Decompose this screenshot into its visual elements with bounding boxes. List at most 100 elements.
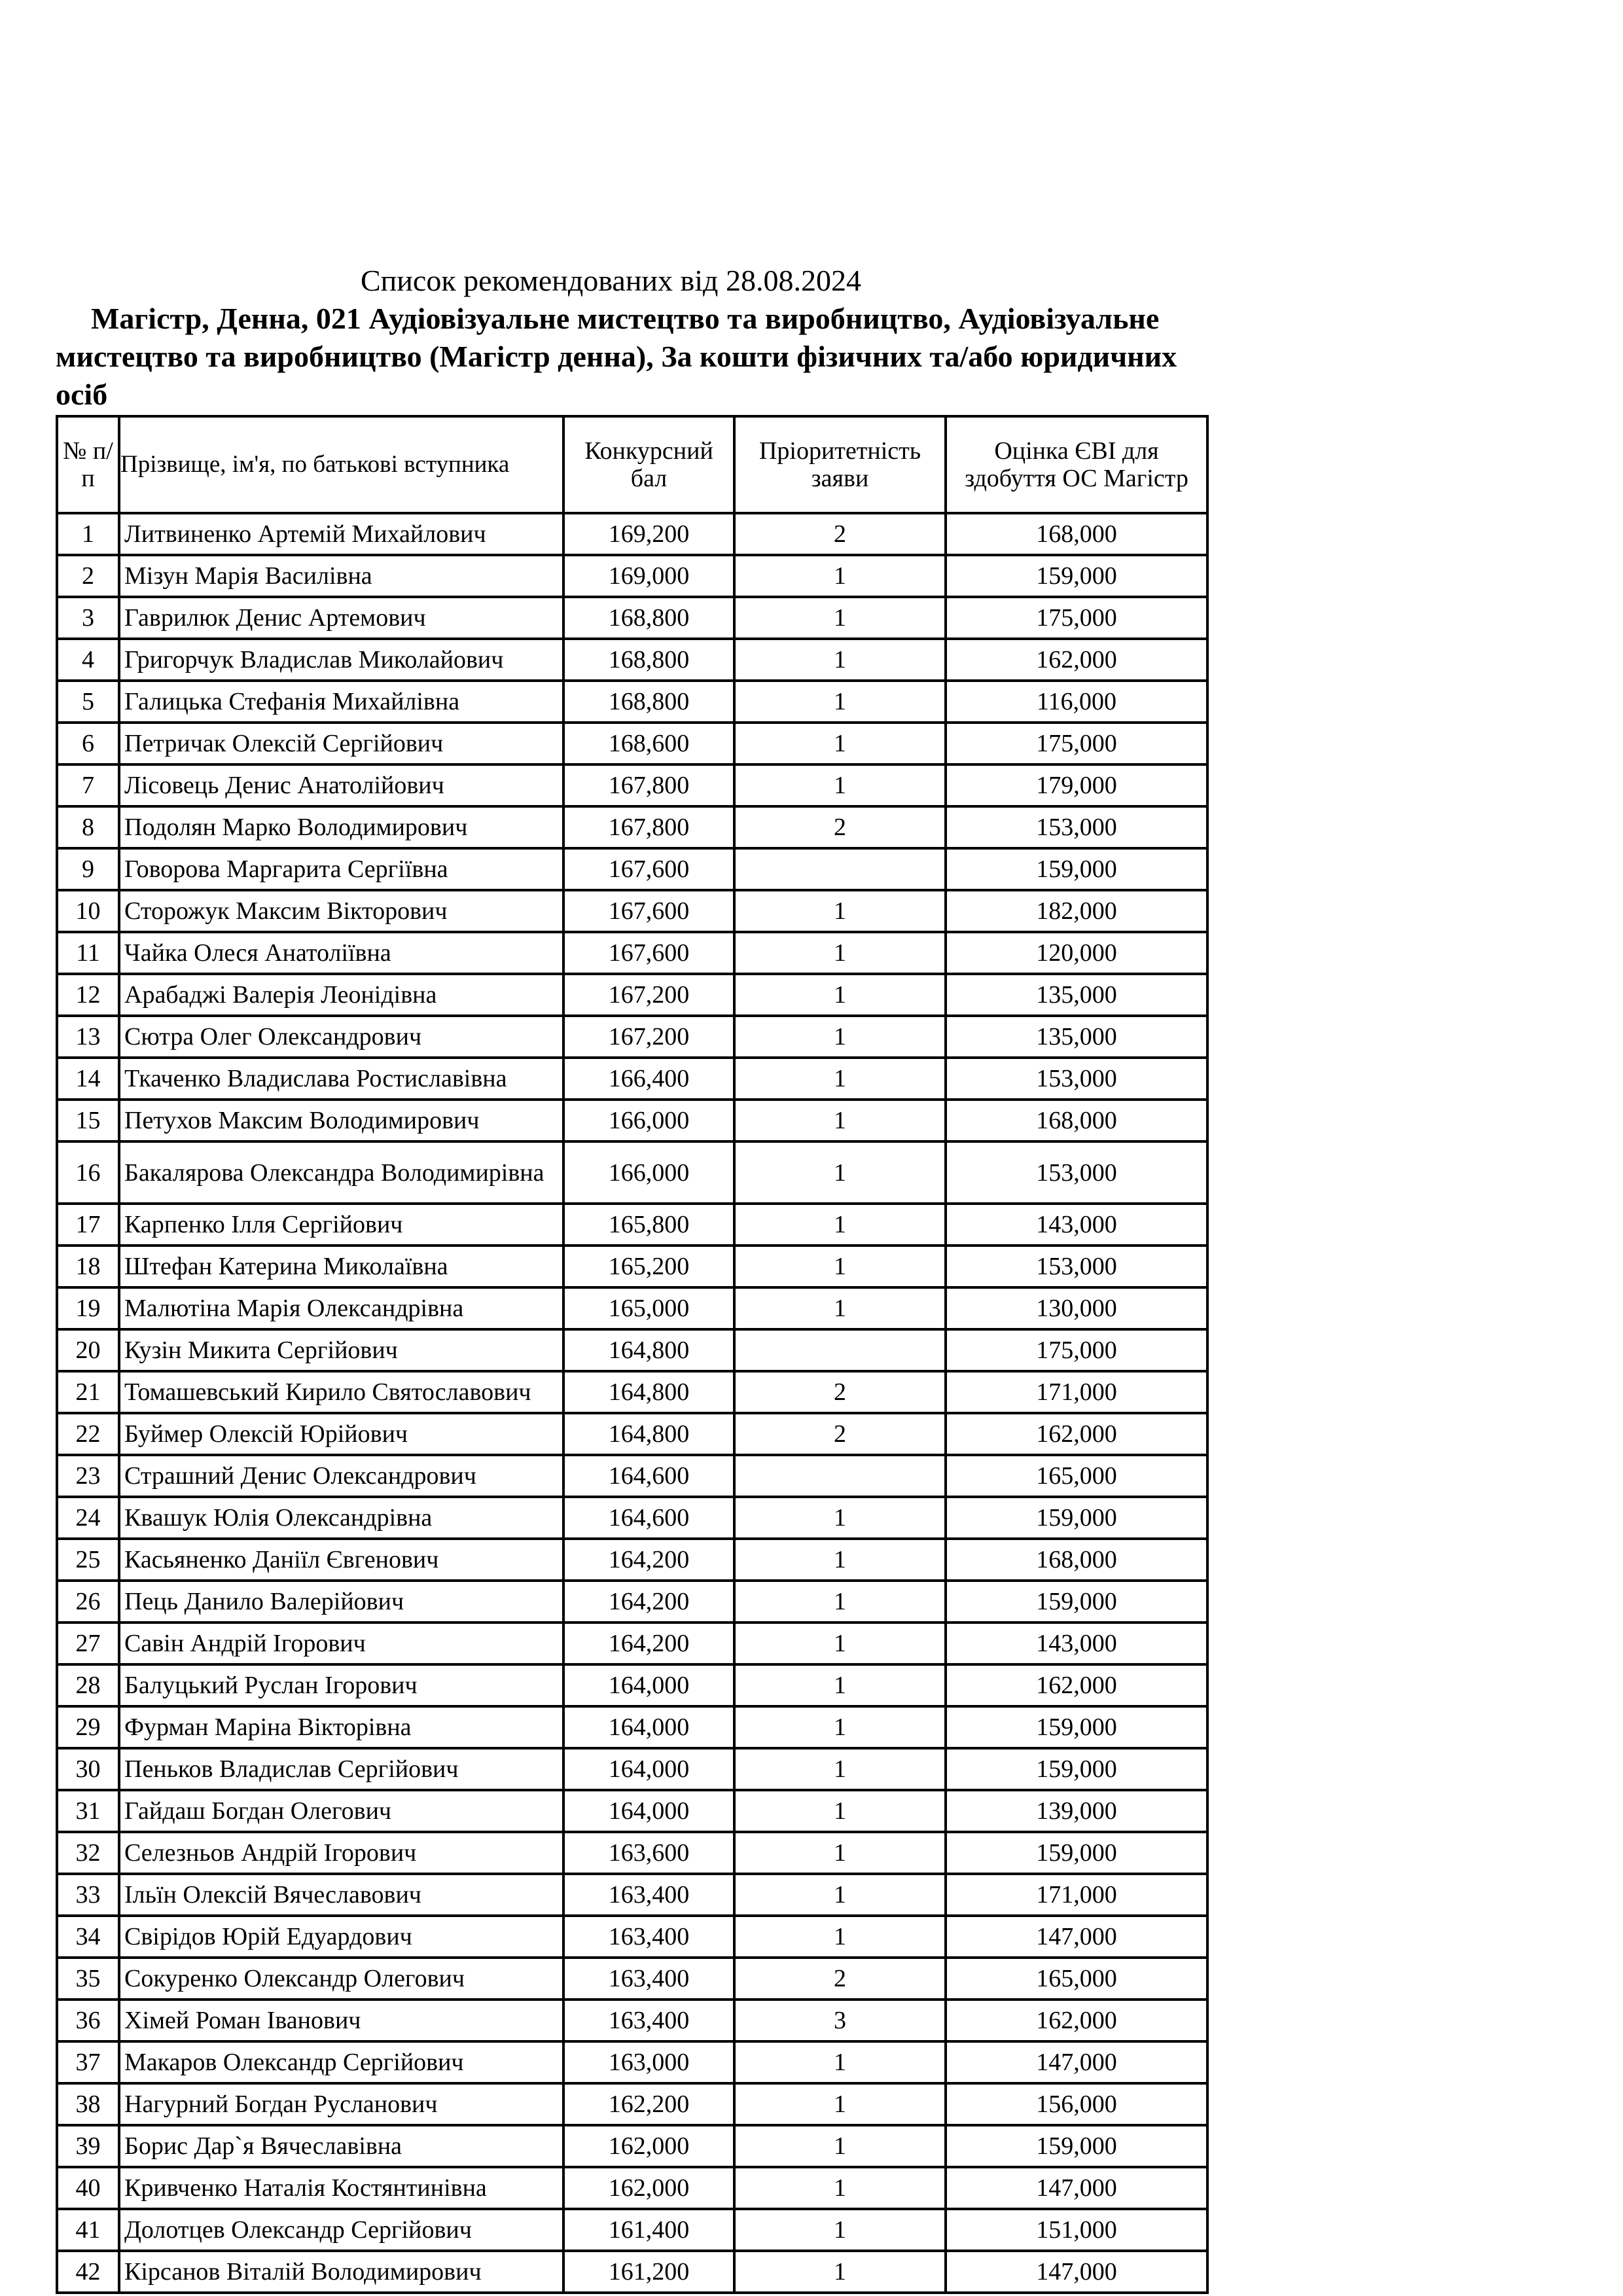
applicant-name: Кривченко Наталія Костянтинівна	[118, 2166, 565, 2210]
row-number: 20	[56, 1328, 120, 1372]
row-number: 13	[56, 1014, 120, 1059]
row-number: 34	[56, 1914, 120, 1959]
evi-score: 175,000	[944, 596, 1209, 640]
competitive-score: 163,600	[562, 1831, 736, 1875]
evi-score: 159,000	[944, 1496, 1209, 1540]
evi-score: 143,000	[944, 1621, 1209, 1666]
applicant-name: Говорова Маргарита Сергіївна	[118, 847, 565, 891]
table-row: 42 Кірсанов Віталій Володимирович 161,200 1…	[56, 2250, 1209, 2294]
evi-score: 159,000	[944, 847, 1209, 891]
evi-score: 165,000	[944, 1956, 1209, 2001]
table-row: 22 Буймер Олексій Юрійович 164,800 2 162,000	[56, 1412, 1209, 1456]
evi-score: 182,000	[944, 889, 1209, 933]
applicant-name: Бакалярова Олександра Володимирівна	[118, 1140, 565, 1205]
competitive-score: 167,600	[562, 931, 736, 975]
table-row: 15 Петухов Максим Володимирович 166,000 1 16…	[56, 1098, 1209, 1143]
row-number: 27	[56, 1621, 120, 1666]
table-row: 14 Ткаченко Владислава Ростиславівна 166,4…	[56, 1056, 1209, 1101]
applicant-name: Свірідов Юрій Едуардович	[118, 1914, 565, 1959]
competitive-score: 167,200	[562, 973, 736, 1017]
applicant-name: Чайка Олеся Анатоліївна	[118, 931, 565, 975]
competitive-score: 165,000	[562, 1286, 736, 1331]
competitive-score: 166,400	[562, 1056, 736, 1101]
application-priority: 1	[733, 763, 947, 808]
table-row: 7 Лісовець Денис Анатолійович 167,800 1 179,…	[56, 763, 1209, 808]
applicant-name: Квашук Юлія Олександрівна	[118, 1496, 565, 1540]
row-number: 15	[56, 1098, 120, 1143]
evi-score: 147,000	[944, 2040, 1209, 2085]
applicant-name: Карпенко Ілля Сергійович	[118, 1202, 565, 1247]
application-priority: 1	[733, 1140, 947, 1205]
table-row: 3 Гаврилюк Денис Артемович 168,800 1 175,000	[56, 596, 1209, 640]
application-priority: 1	[733, 931, 947, 975]
competitive-score: 168,600	[562, 721, 736, 766]
evi-score: 147,000	[944, 2250, 1209, 2294]
competitive-score: 167,600	[562, 847, 736, 891]
row-number: 6	[56, 721, 120, 766]
row-number: 42	[56, 2250, 120, 2294]
application-priority: 1	[733, 1537, 947, 1582]
applicant-name: Томашевський Кирило Святославович	[118, 1370, 565, 1414]
application-priority: 2	[733, 512, 947, 556]
applicant-name: Макаров Олександр Сергійович	[118, 2040, 565, 2085]
table-row: 26 Пець Данило Валерійович 164,200 1 159,000	[56, 1579, 1209, 1624]
evi-score: 153,000	[944, 805, 1209, 850]
header-score: Конкурсний бал	[562, 415, 736, 514]
table-row: 28 Балуцький Руслан Ігорович 164,000 1 162,0…	[56, 1663, 1209, 1708]
application-priority: 2	[733, 1370, 947, 1414]
row-number: 39	[56, 2124, 120, 2168]
row-number: 30	[56, 1747, 120, 1791]
evi-score: 120,000	[944, 931, 1209, 975]
table-row: 13 Сютра Олег Олександрович 167,200 1 135,00…	[56, 1014, 1209, 1059]
header-name: Прізвище, ім'я, по батькові вступника	[118, 415, 565, 514]
application-priority: 1	[733, 679, 947, 724]
applicant-name: Кузін Микита Сергійович	[118, 1328, 565, 1372]
table-row: 41 Долотцев Олександр Сергійович 161,400 1 1…	[56, 2208, 1209, 2252]
evi-score: 168,000	[944, 1537, 1209, 1582]
applicant-name: Лісовець Денис Анатолійович	[118, 763, 565, 808]
competitive-score: 164,800	[562, 1328, 736, 1372]
applicant-name: Литвиненко Артемій Михайлович	[118, 512, 565, 556]
table-row: 11 Чайка Олеся Анатоліївна 167,600 1 120,000	[56, 931, 1209, 975]
competitive-score: 164,200	[562, 1621, 736, 1666]
table-row: 40 Кривченко Наталія Костянтинівна 162,000…	[56, 2166, 1209, 2210]
applicant-name: Ільїн Олексій Вячеславович	[118, 1873, 565, 1917]
table-row: 16 Бакалярова Олександра Володимирівна 166…	[56, 1140, 1209, 1205]
table-row: 35 Сокуренко Олександр Олегович 163,400 2 16…	[56, 1956, 1209, 2001]
competitive-score: 169,200	[562, 512, 736, 556]
competitive-score: 163,400	[562, 1914, 736, 1959]
row-number: 10	[56, 889, 120, 933]
table-row: 34 Свірідов Юрій Едуардович 163,400 1 147,00…	[56, 1914, 1209, 1959]
table-row: 4 Григорчук Владислав Миколайович 168,800 1…	[56, 637, 1209, 682]
applicant-name: Касьяненко Даніїл Євгенович	[118, 1537, 565, 1582]
competitive-score: 164,000	[562, 1789, 736, 1833]
evi-score: 147,000	[944, 2166, 1209, 2210]
competitive-score: 161,400	[562, 2208, 736, 2252]
application-priority	[733, 1454, 947, 1498]
evi-score: 165,000	[944, 1454, 1209, 1498]
competitive-score: 164,600	[562, 1496, 736, 1540]
applicant-name: Сютра Олег Олександрович	[118, 1014, 565, 1059]
table-row: 12 Арабаджі Валерія Леонідівна 167,200 1 135…	[56, 973, 1209, 1017]
evi-score: 175,000	[944, 721, 1209, 766]
applicant-name: Фурман Маріна Вікторівна	[118, 1705, 565, 1749]
row-number: 16	[56, 1140, 120, 1205]
row-number: 1	[56, 512, 120, 556]
evi-score: 139,000	[944, 1789, 1209, 1833]
row-number: 29	[56, 1705, 120, 1749]
application-priority: 1	[733, 1831, 947, 1875]
table-row: 5 Галицька Стефанія Михайлівна 168,800 1 116…	[56, 679, 1209, 724]
row-number: 21	[56, 1370, 120, 1414]
row-number: 33	[56, 1873, 120, 1917]
application-priority: 1	[733, 2124, 947, 2168]
competitive-score: 165,200	[562, 1244, 736, 1289]
row-number: 22	[56, 1412, 120, 1456]
competitive-score: 167,600	[562, 889, 736, 933]
evi-score: 135,000	[944, 973, 1209, 1017]
application-priority	[733, 847, 947, 891]
row-number: 19	[56, 1286, 120, 1331]
application-priority: 1	[733, 596, 947, 640]
competitive-score: 168,800	[562, 596, 736, 640]
competitive-score: 164,200	[562, 1537, 736, 1582]
competitive-score: 167,200	[562, 1014, 736, 1059]
